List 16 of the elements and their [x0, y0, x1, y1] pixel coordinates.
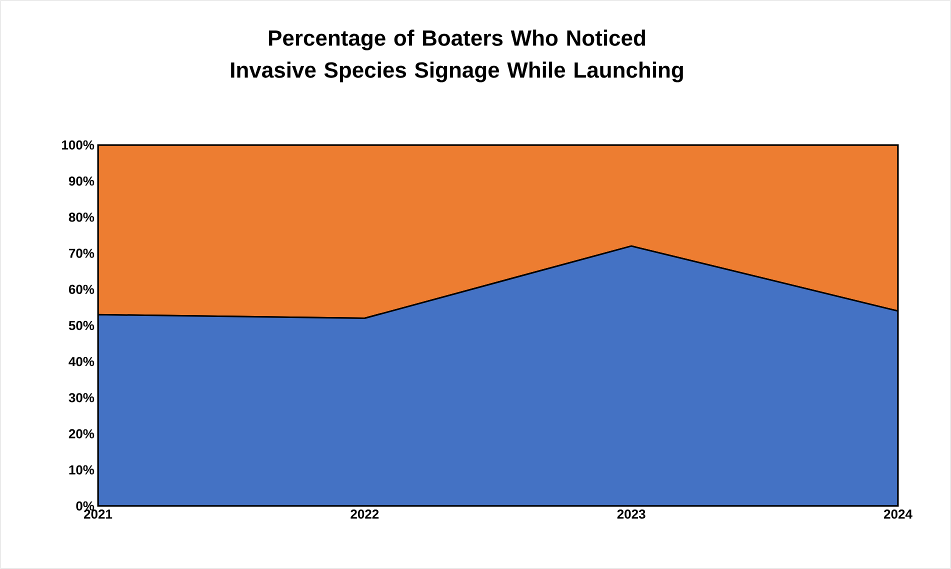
y-tick-label: 10%: [69, 465, 94, 474]
y-tick-label: 20%: [68, 429, 94, 438]
x-tick-label: 2021: [84, 510, 112, 519]
y-tick-label: 60%: [68, 284, 94, 294]
x-tick-label: 2023: [617, 510, 646, 519]
y-tick-label: 30%: [68, 393, 94, 402]
y-tick-label: 100%: [62, 140, 94, 150]
y-tick-label: 70%: [69, 248, 94, 258]
y-tick-label: 0%: [76, 501, 94, 511]
x-tick-label: 2022: [350, 510, 379, 519]
chart-title: Percentage of Boaters Who Noticed Invasive Species Signage While Launching: [231, 30, 683, 82]
y-tick-label: 50%: [68, 320, 94, 330]
x-tick-label: 2024: [884, 510, 912, 519]
y-tick-label: 90%: [68, 176, 94, 186]
y-tick-label: 40%: [68, 356, 94, 366]
y-tick-label: 80%: [68, 212, 94, 222]
